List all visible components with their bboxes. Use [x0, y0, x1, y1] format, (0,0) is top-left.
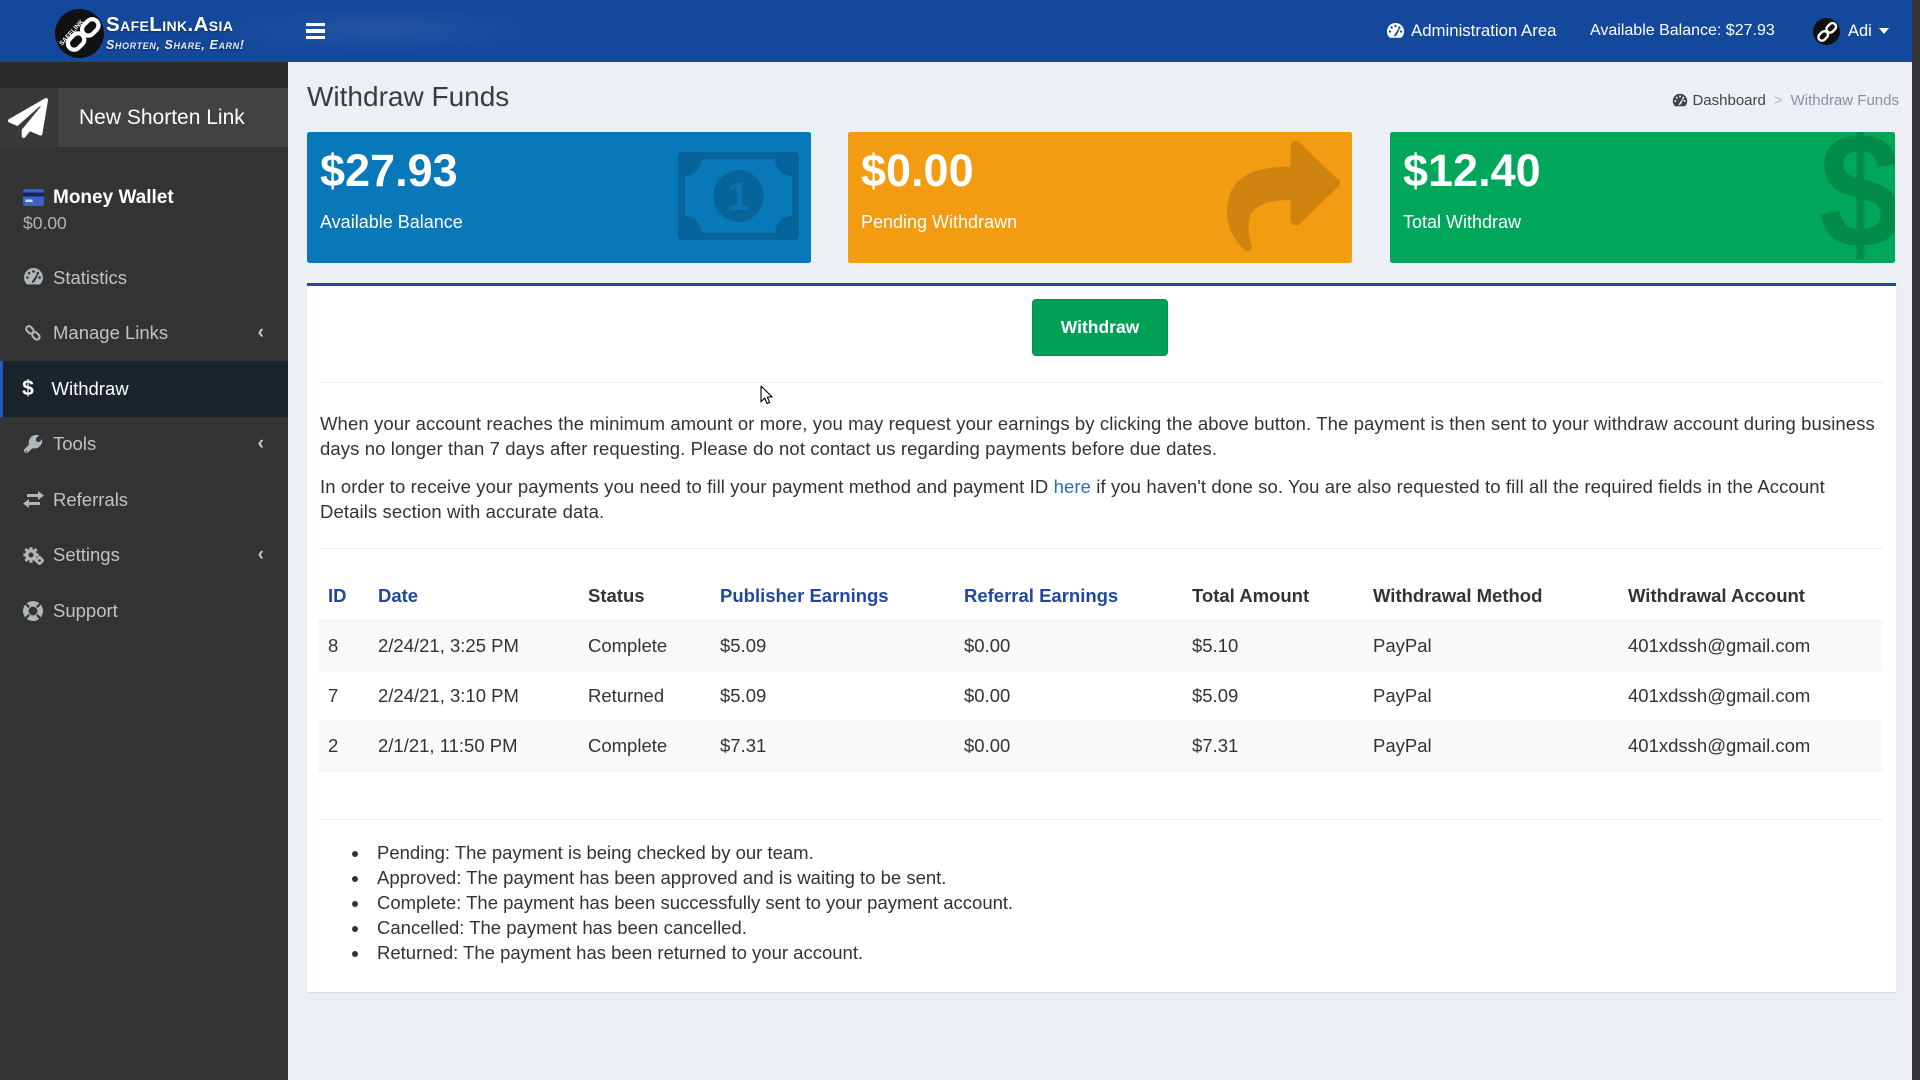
svg-text:1: 1 — [727, 175, 749, 219]
